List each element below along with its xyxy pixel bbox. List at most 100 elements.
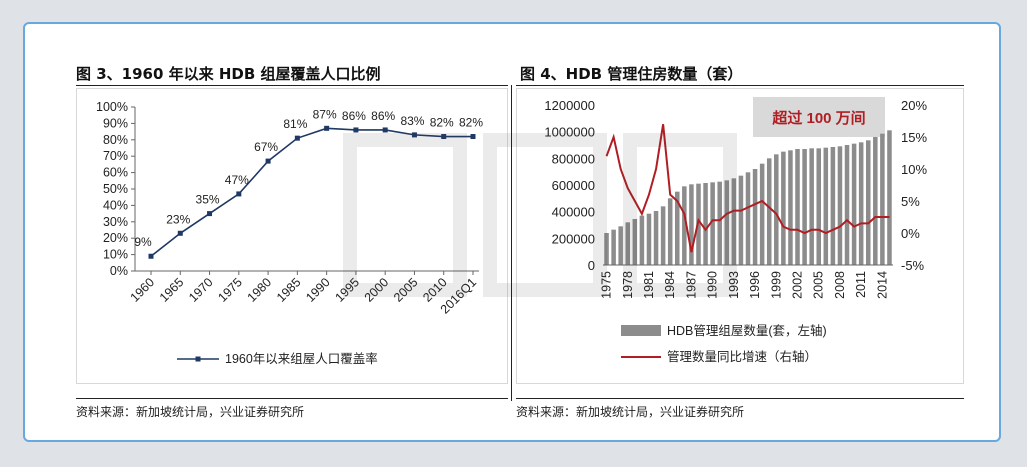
housing-bar bbox=[703, 183, 708, 265]
housing-bar bbox=[682, 186, 687, 265]
coverage-data-label: 9% bbox=[134, 235, 152, 249]
coverage-data-point bbox=[411, 132, 417, 138]
housing-bar bbox=[660, 206, 666, 265]
housing-bar bbox=[830, 147, 836, 265]
coverage-data-point bbox=[207, 211, 213, 217]
left-x-tick-label: 1960 bbox=[128, 275, 158, 305]
right-x-tick-label: 1975 bbox=[600, 271, 614, 299]
housing-bar bbox=[759, 163, 765, 265]
right-x-tick-label: 2005 bbox=[812, 271, 826, 299]
coverage-data-label: 47% bbox=[225, 173, 249, 187]
housing-bar bbox=[837, 146, 843, 265]
right-x-tick-label: 1984 bbox=[663, 271, 677, 299]
right-x-tick-label: 1978 bbox=[621, 271, 635, 299]
right-x-tick-label: 1987 bbox=[684, 271, 698, 299]
housing-bar bbox=[844, 145, 850, 265]
panel-divider bbox=[511, 85, 512, 401]
coverage-data-label: 87% bbox=[313, 107, 337, 121]
coverage-data-point bbox=[265, 158, 271, 164]
housing-bar bbox=[823, 147, 829, 265]
right-left-y-tick-label: 400000 bbox=[552, 205, 595, 220]
housing-bar bbox=[816, 148, 821, 265]
left-x-tick-label: 2005 bbox=[391, 275, 421, 305]
housing-bar bbox=[738, 175, 744, 265]
right-x-tick-label: 1990 bbox=[706, 271, 720, 299]
coverage-data-label: 86% bbox=[342, 109, 366, 123]
left-x-tick-label: 1975 bbox=[215, 275, 245, 305]
right-left-y-tick-label: 1000000 bbox=[544, 125, 595, 140]
right-title-rule bbox=[516, 85, 964, 86]
left-x-tick-label: 1990 bbox=[303, 275, 333, 305]
housing-bar bbox=[745, 172, 751, 265]
right-left-y-tick-label: 800000 bbox=[552, 151, 595, 166]
coverage-data-label: 67% bbox=[254, 140, 278, 154]
housing-bar bbox=[774, 154, 779, 265]
housing-bar bbox=[858, 142, 864, 265]
housing-bar bbox=[646, 213, 652, 265]
coverage-data-point bbox=[294, 135, 300, 141]
right-legend-bar-label: HDB管理组屋数量(套，左轴) bbox=[667, 323, 827, 338]
housing-bar bbox=[781, 151, 786, 265]
right-x-tick-label: 2008 bbox=[833, 271, 847, 299]
housing-bar bbox=[865, 140, 871, 265]
left-x-tick-label: 1970 bbox=[186, 275, 216, 305]
housing-bar bbox=[873, 137, 878, 265]
right-right-y-tick-label: 15% bbox=[901, 130, 927, 145]
housing-bar bbox=[724, 180, 730, 265]
coverage-data-point bbox=[382, 127, 388, 133]
housing-bar bbox=[689, 184, 694, 265]
coverage-data-label: 23% bbox=[166, 212, 190, 226]
growth-series-line bbox=[605, 124, 890, 253]
coverage-data-point bbox=[441, 134, 447, 140]
left-title-rule bbox=[76, 85, 508, 86]
right-chart-area: 超过 100 万间 0 200000 400000 600000 800000 100000… bbox=[516, 88, 964, 384]
left-y-tick-label: 10% bbox=[103, 248, 128, 262]
right-source-rule bbox=[516, 398, 964, 399]
right-right-y-tick-label: 5% bbox=[901, 194, 920, 209]
left-y-tick-label: 20% bbox=[103, 231, 128, 245]
housing-bar-line-chart: 超过 100 万间 0 200000 400000 600000 800000 100000… bbox=[544, 97, 927, 364]
right-x-tick-label: 1996 bbox=[748, 271, 762, 299]
left-y-tick-label: 40% bbox=[103, 198, 128, 212]
housing-bar bbox=[653, 211, 659, 265]
right-right-y-tick-label: -5% bbox=[901, 258, 925, 273]
right-chart-title: 图 4、HDB 管理住房数量（套） bbox=[520, 65, 743, 83]
housing-bar bbox=[611, 229, 616, 265]
coverage-series-line bbox=[150, 127, 473, 257]
right-legend-bar-swatch bbox=[621, 325, 661, 336]
right-right-y-tick-label: 10% bbox=[901, 162, 927, 177]
left-y-tick-label: 30% bbox=[103, 215, 128, 229]
left-y-tick-label: 60% bbox=[103, 166, 128, 180]
left-y-tick-label: 80% bbox=[103, 133, 128, 147]
callout-text: 超过 100 万间 bbox=[771, 109, 865, 127]
housing-bar bbox=[717, 181, 722, 265]
left-y-tick-label: 0% bbox=[110, 264, 128, 278]
left-chart-title: 图 3、1960 年以来 HDB 组屋覆盖人口比例 bbox=[76, 65, 381, 83]
coverage-line-chart: 0%10%20%30%40%50%60%70%80%90%100%1960 196… bbox=[96, 100, 483, 366]
left-legend-swatch-marker bbox=[195, 356, 201, 362]
housing-bar bbox=[639, 215, 645, 265]
left-y-tick-label: 50% bbox=[103, 182, 128, 196]
coverage-data-label: 82% bbox=[459, 116, 483, 130]
right-left-y-tick-label: 1200000 bbox=[544, 98, 595, 113]
housing-bar bbox=[809, 148, 814, 265]
left-source-note: 资料来源：新加坡统计局，兴业证券研究所 bbox=[76, 405, 305, 419]
right-x-tick-label: 1981 bbox=[642, 271, 656, 299]
housing-bar bbox=[731, 178, 737, 265]
right-right-y-tick-label: 20% bbox=[901, 98, 927, 113]
right-source-note: 资料来源：新加坡统计局，兴业证券研究所 bbox=[516, 405, 745, 419]
housing-bar bbox=[632, 219, 638, 265]
coverage-data-point bbox=[177, 230, 183, 236]
housing-bar bbox=[788, 150, 793, 265]
coverage-data-label: 81% bbox=[283, 117, 307, 131]
housing-bar bbox=[710, 182, 715, 265]
left-x-tick-label: 1965 bbox=[157, 275, 187, 305]
right-x-tick-label: 2011 bbox=[854, 271, 868, 298]
right-left-y-tick-label: 600000 bbox=[552, 178, 595, 193]
left-x-tick-label: 1980 bbox=[245, 275, 275, 305]
right-legend-line-label: 管理数量同比增速（右轴） bbox=[667, 349, 817, 364]
right-x-tick-label: 1999 bbox=[769, 271, 783, 299]
coverage-data-point bbox=[353, 127, 359, 133]
housing-bar bbox=[851, 143, 857, 265]
housing-bar bbox=[604, 233, 609, 265]
